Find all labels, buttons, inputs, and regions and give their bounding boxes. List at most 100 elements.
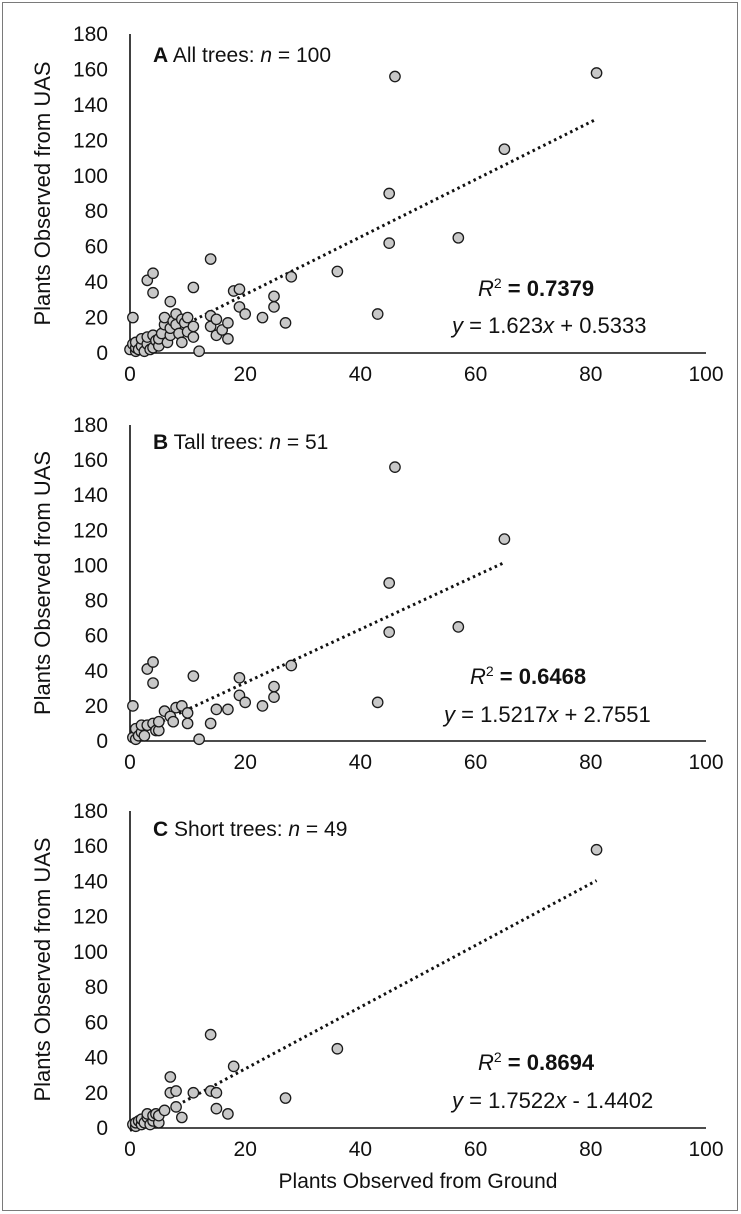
- data-point: [152, 715, 165, 728]
- y-tick-label: 140: [73, 94, 108, 117]
- y-axis-label: Plants Observed from UAS: [30, 837, 55, 1101]
- panel-c: 0 20 40 60 80 100 120 140 160 180 0 20 40 60 80 100 Plan…: [30, 800, 724, 1193]
- x-tick-label: 40: [349, 363, 372, 386]
- data-point: [268, 290, 280, 303]
- x-tick-label: 60: [464, 1138, 487, 1161]
- x-tick-label: 20: [234, 751, 257, 774]
- data-point: [331, 265, 344, 278]
- regression-equation: y = 1.7522x - 1.4402: [450, 1088, 653, 1113]
- y-tick-label: 80: [85, 200, 108, 223]
- data-point: [239, 308, 252, 320]
- data-point: [383, 577, 396, 589]
- y-axis-label: Plants Observed from UAS: [30, 61, 55, 325]
- data-point: [187, 1086, 200, 1099]
- trendline: [129, 561, 506, 738]
- data-point: [222, 317, 234, 329]
- data-point: [210, 1086, 223, 1099]
- data-point: [210, 703, 223, 716]
- panel-title: B Tall trees: n = 51: [153, 431, 328, 454]
- data-point: [175, 336, 188, 349]
- y-tick-label: 120: [73, 129, 108, 152]
- y-tick-label: 100: [73, 941, 108, 964]
- regression-equation: y = 1.623x + 0.5333: [450, 313, 647, 338]
- r-squared-label: R2 = 0.6468: [470, 663, 586, 689]
- data-point: [233, 671, 246, 684]
- y-tick-label: 80: [85, 590, 108, 613]
- data-point: [222, 1108, 234, 1120]
- y-tick-label: 20: [85, 307, 108, 330]
- data-point: [210, 1102, 223, 1115]
- data-point: [170, 1085, 182, 1097]
- data-point: [193, 345, 205, 358]
- data-point: [222, 332, 234, 345]
- data-point: [256, 700, 269, 712]
- y-tick-label: 100: [73, 165, 108, 188]
- data-point: [127, 700, 139, 712]
- data-point: [383, 187, 396, 200]
- data-point: [590, 67, 603, 79]
- data-point: [187, 670, 200, 682]
- y-tick-label: 40: [85, 660, 108, 683]
- y-tick-label: 120: [73, 519, 108, 542]
- y-tick-label: 40: [85, 1047, 108, 1070]
- x-tick-label: 60: [464, 363, 487, 386]
- data-point: [389, 461, 401, 473]
- x-tick-label: 40: [349, 1138, 372, 1161]
- data-point: [164, 295, 177, 308]
- x-tick-label: 20: [234, 1138, 257, 1161]
- data-point: [331, 1042, 344, 1055]
- data-point: [187, 320, 200, 333]
- x-tick-label: 100: [688, 751, 723, 774]
- data-point: [498, 143, 511, 156]
- y-tick-label: 160: [73, 835, 108, 858]
- data-point: [127, 311, 139, 324]
- panel-b: 0 20 40 60 80 100 120 140 160 180 0 20 40 60 80 100 Plan…: [30, 414, 724, 774]
- y-tick-label: 20: [85, 1082, 108, 1105]
- data-point: [371, 308, 384, 320]
- y-tick-label: 140: [73, 870, 108, 893]
- x-tick-label: 40: [349, 751, 372, 774]
- data-point: [268, 301, 280, 313]
- data-point: [164, 1071, 177, 1083]
- x-tick-label: 60: [464, 751, 487, 774]
- r-squared-label: R2 = 0.7379: [478, 275, 594, 301]
- panel-title: A All trees: n = 100: [153, 44, 331, 67]
- data-point: [204, 717, 217, 730]
- data-point: [187, 281, 200, 294]
- y-tick-label: 120: [73, 906, 108, 929]
- y-axis-label: Plants Observed from UAS: [30, 451, 55, 715]
- x-tick-label: 80: [579, 363, 602, 386]
- y-tick-label: 180: [73, 414, 108, 437]
- y-tick-label: 60: [85, 1011, 108, 1034]
- data-point: [181, 717, 194, 730]
- y-tick-label: 60: [85, 625, 108, 648]
- y-tick-label: 180: [73, 23, 108, 46]
- data-point: [452, 621, 465, 633]
- data-point: [383, 626, 396, 639]
- y-tick-label: 80: [85, 976, 108, 999]
- regression-equation: y = 1.5217x + 2.7551: [442, 702, 651, 727]
- y-tick-label: 0: [96, 1117, 108, 1140]
- data-point: [147, 286, 159, 299]
- data-point: [498, 533, 511, 545]
- data-point: [239, 696, 252, 709]
- x-tick-label: 0: [124, 751, 136, 774]
- data-point: [268, 680, 280, 693]
- x-tick-label: 100: [688, 1138, 723, 1161]
- y-tick-label: 160: [73, 58, 108, 81]
- data-point: [268, 691, 280, 703]
- x-tick-label: 80: [579, 751, 602, 774]
- data-point: [233, 283, 246, 296]
- data-point: [187, 331, 200, 343]
- data-point: [452, 231, 465, 244]
- r-squared-label: R2 = 0.8694: [478, 1049, 595, 1075]
- data-point: [210, 313, 223, 326]
- data-point: [279, 317, 292, 329]
- y-tick-label: 20: [85, 695, 108, 718]
- x-tick-label: 0: [124, 363, 136, 386]
- data-point: [285, 270, 298, 283]
- x-tick-label: 0: [124, 1138, 136, 1161]
- x-axis-label: Plants Observed from Ground: [279, 1170, 558, 1193]
